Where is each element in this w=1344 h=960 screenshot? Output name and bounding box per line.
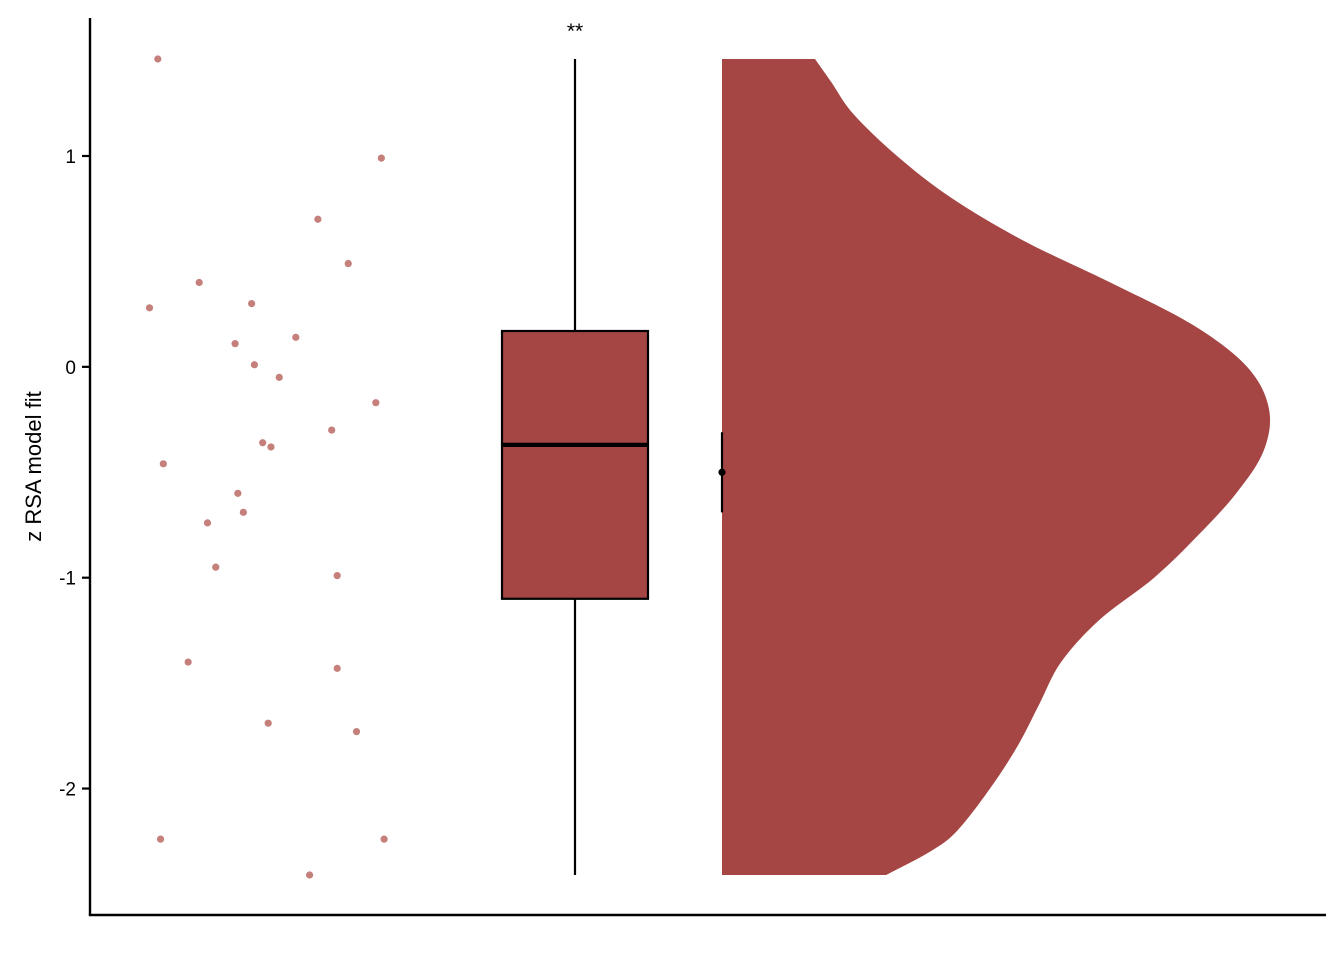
data-point — [333, 571, 341, 580]
data-point — [250, 361, 258, 369]
y-axis-title: z RSA model fit — [21, 391, 46, 541]
data-point — [195, 278, 203, 287]
density-half-violin — [722, 59, 1271, 875]
data-point — [314, 215, 322, 223]
data-points — [145, 55, 388, 879]
data-point — [154, 55, 162, 63]
density-area — [722, 59, 1271, 875]
data-point — [380, 835, 388, 843]
data-point — [333, 664, 341, 672]
data-point — [159, 460, 167, 468]
box-iqr — [500, 329, 650, 600]
mean-errorbar — [718, 432, 726, 513]
data-point — [212, 563, 220, 571]
data-point — [292, 333, 300, 341]
axes: -2 -1 0 1 — [59, 18, 1326, 917]
data-point — [306, 871, 314, 879]
data-point — [203, 519, 212, 527]
data-point — [248, 299, 256, 308]
mean-point — [718, 468, 726, 476]
data-point — [259, 439, 267, 447]
y-tick-label: 0 — [65, 358, 76, 379]
data-point — [145, 304, 154, 312]
data-point — [377, 154, 385, 162]
data-point — [156, 835, 165, 843]
data-point — [239, 508, 247, 516]
y-tick-label: 1 — [65, 147, 76, 168]
y-tick-label: -2 — [59, 780, 76, 801]
boxplot — [500, 59, 650, 875]
y-axis-ticks: -2 -1 0 1 — [59, 147, 90, 801]
data-point — [372, 399, 380, 407]
data-point — [275, 373, 283, 381]
data-point — [267, 443, 275, 451]
y-tick-label: -1 — [59, 569, 76, 590]
data-point — [328, 426, 336, 434]
data-point — [344, 259, 352, 268]
data-point — [231, 340, 239, 348]
data-point — [184, 658, 192, 666]
data-point — [234, 489, 242, 497]
data-point — [264, 719, 272, 727]
significance-label: ** — [567, 20, 583, 43]
data-point — [352, 728, 361, 736]
